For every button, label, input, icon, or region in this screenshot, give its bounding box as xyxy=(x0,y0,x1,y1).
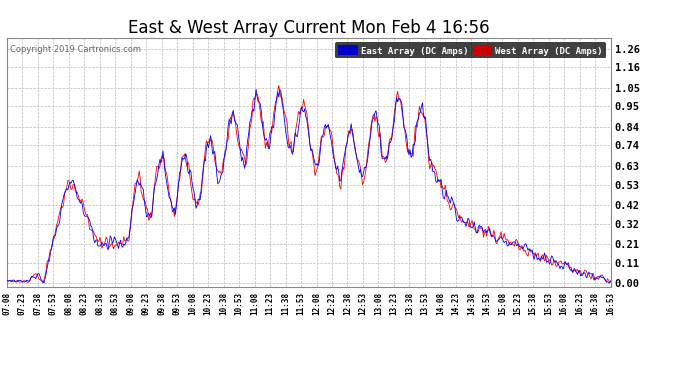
Legend: East Array (DC Amps), West Array (DC Amps): East Array (DC Amps), West Array (DC Amp… xyxy=(335,42,606,58)
Text: Copyright 2019 Cartronics.com: Copyright 2019 Cartronics.com xyxy=(10,45,141,54)
Title: East & West Array Current Mon Feb 4 16:56: East & West Array Current Mon Feb 4 16:5… xyxy=(128,20,490,38)
